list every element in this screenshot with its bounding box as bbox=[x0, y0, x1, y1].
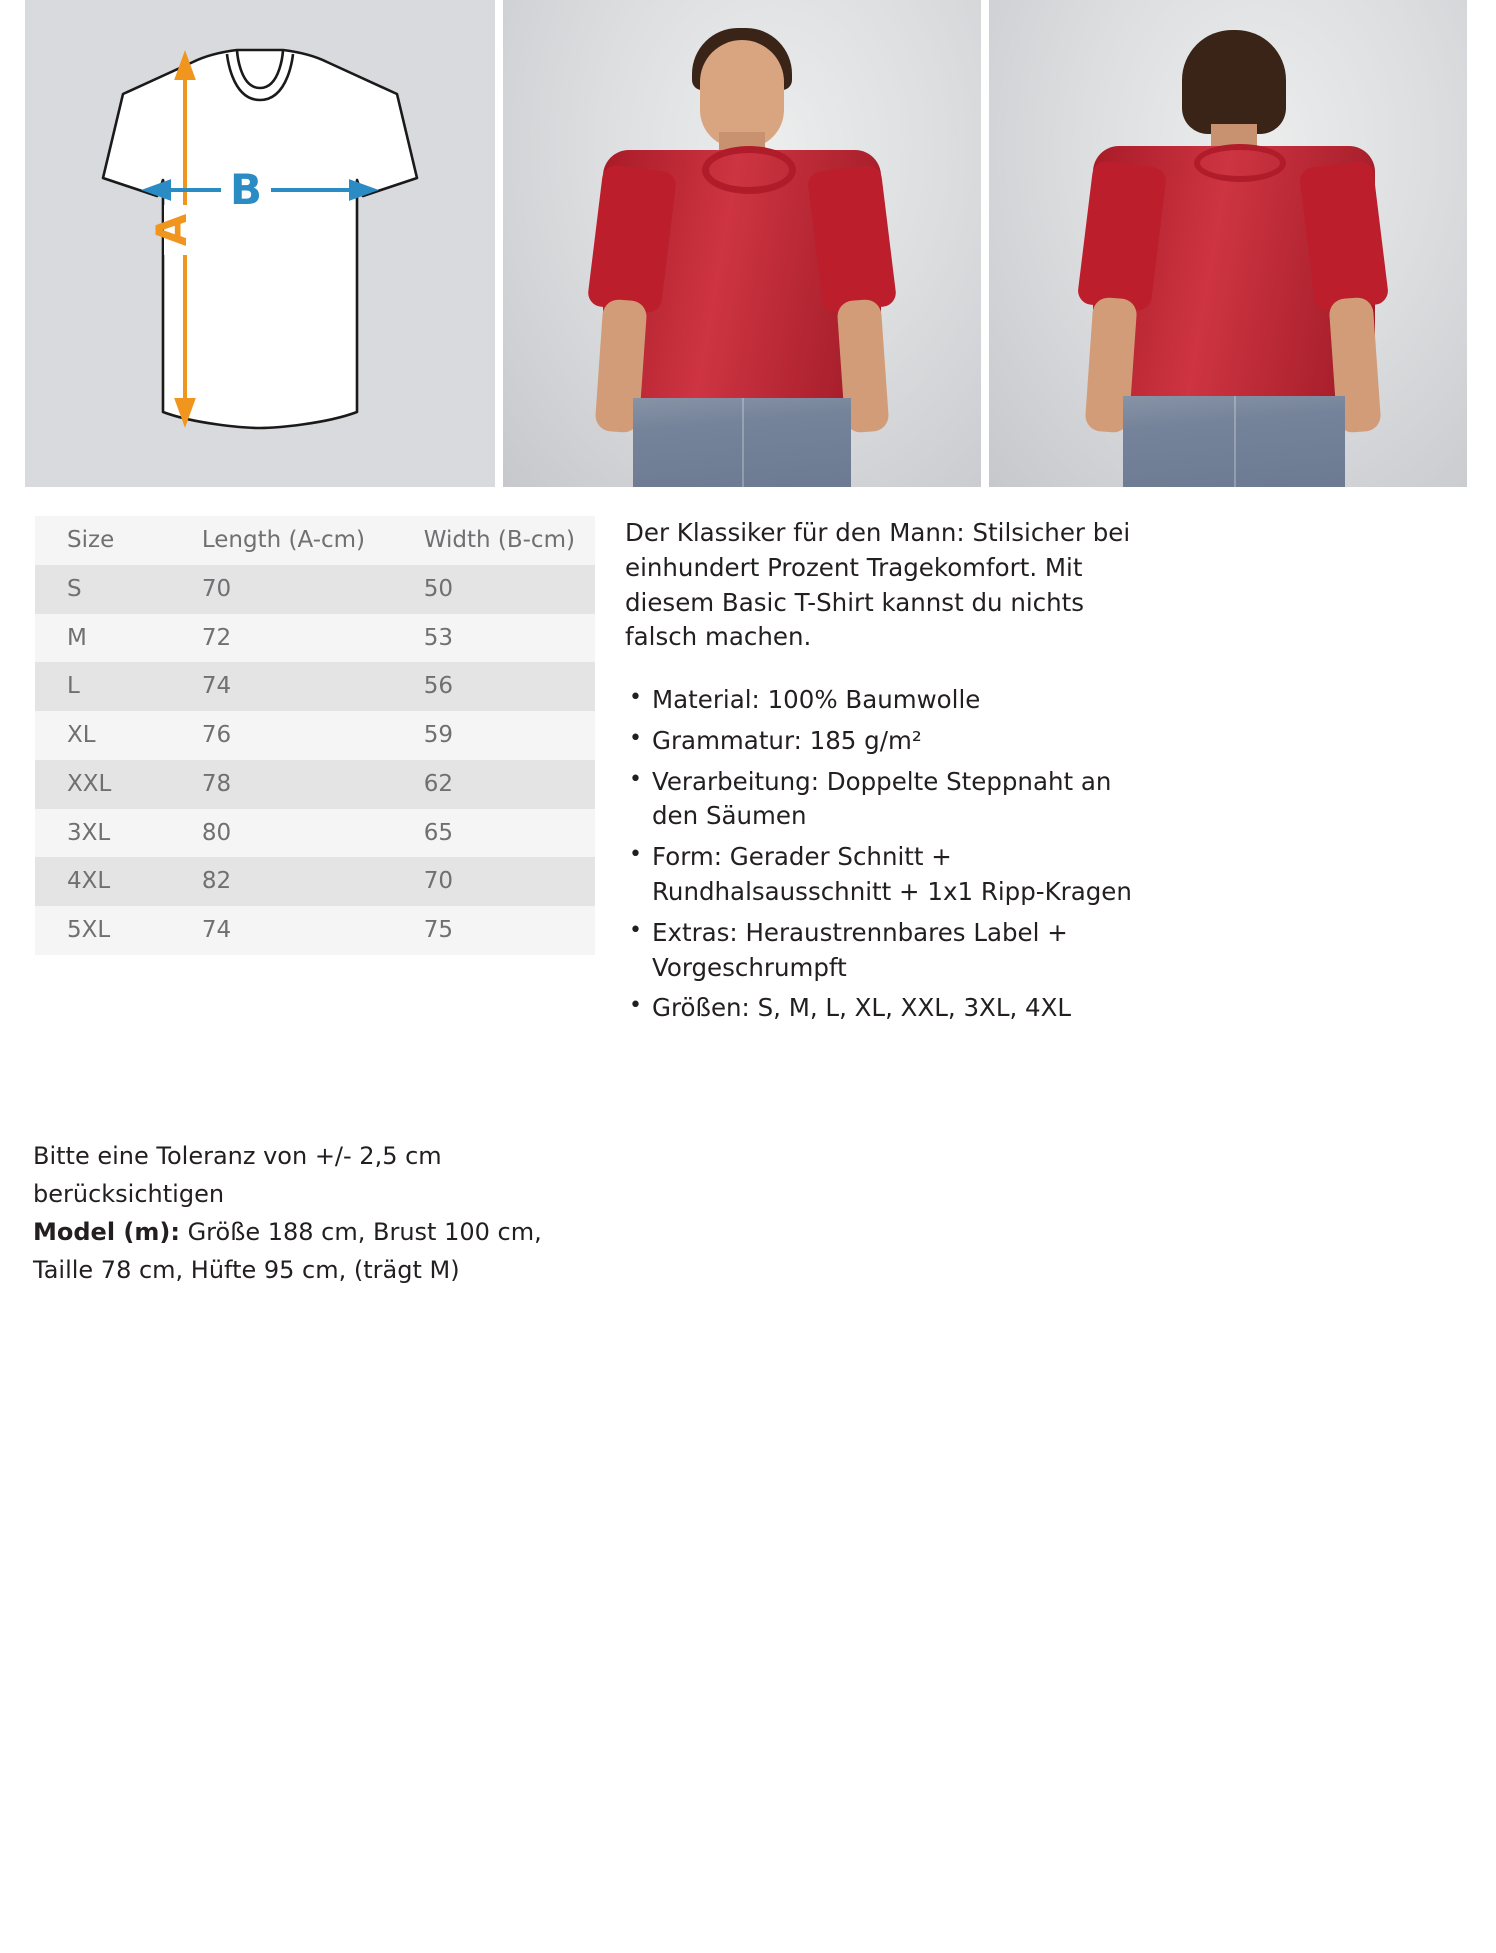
model-label: Model (m): bbox=[33, 1217, 180, 1246]
size-chart-body: S 70 50 M 72 53 L 74 56 XL 76 59 XXL 78 … bbox=[35, 564, 595, 955]
cell-length: 82 bbox=[169, 857, 392, 906]
size-diagram-panel: B A bbox=[25, 0, 495, 487]
list-item: Größen: S, M, L, XL, XXL, 3XL, 4XL bbox=[625, 990, 1150, 1026]
cell-width: 75 bbox=[391, 906, 595, 955]
size-chart-header: Size Length (A-cm) Width (B-cm) bbox=[35, 516, 595, 565]
model-jeans-seam-front bbox=[742, 398, 744, 487]
model-photo-front bbox=[503, 0, 981, 487]
cell-size: L bbox=[35, 662, 170, 711]
table-row: 4XL 82 70 bbox=[35, 857, 595, 906]
list-item: Form: Gerader Schnitt + Rundhalsausschni… bbox=[625, 839, 1150, 910]
cell-length: 74 bbox=[169, 662, 392, 711]
label-b: B bbox=[230, 165, 262, 214]
model-head-front bbox=[700, 40, 784, 148]
list-item: Grammatur: 185 g/m² bbox=[625, 723, 1150, 759]
table-row: S 70 50 bbox=[35, 564, 595, 614]
cell-size: XXL bbox=[35, 759, 170, 809]
table-row: XXL 78 62 bbox=[35, 759, 595, 809]
cell-width: 59 bbox=[391, 711, 595, 760]
cell-size: 4XL bbox=[35, 857, 170, 906]
model-photo-back bbox=[989, 0, 1467, 487]
cell-length: 70 bbox=[169, 564, 392, 614]
cell-length: 78 bbox=[169, 759, 392, 809]
cell-size: S bbox=[35, 564, 170, 614]
list-item: Material: 100% Baumwolle bbox=[625, 682, 1150, 718]
cell-width: 56 bbox=[391, 662, 595, 711]
model-hair-back bbox=[1182, 30, 1286, 134]
cell-width: 50 bbox=[391, 564, 595, 614]
table-row: XL 76 59 bbox=[35, 711, 595, 760]
table-header-row: Size Length (A-cm) Width (B-cm) bbox=[35, 516, 595, 565]
cell-width: 70 bbox=[391, 857, 595, 906]
cell-length: 76 bbox=[169, 711, 392, 760]
model-collar-front bbox=[702, 146, 796, 194]
table-row: 5XL 74 75 bbox=[35, 906, 595, 955]
list-item: Verarbeitung: Doppelte Steppnaht an den … bbox=[625, 764, 1150, 835]
cell-size: 5XL bbox=[35, 906, 170, 955]
cell-size: 3XL bbox=[35, 808, 170, 858]
column-header-length: Length (A-cm) bbox=[169, 516, 392, 565]
table-row: 3XL 80 65 bbox=[35, 808, 595, 858]
size-table-note: Bitte eine Toleranz von +/- 2,5 cm berüc… bbox=[33, 1138, 603, 1290]
size-chart-table: Size Length (A-cm) Width (B-cm) S 70 50 … bbox=[35, 516, 595, 955]
model-jeans-front bbox=[633, 398, 851, 487]
tshirt-diagram-svg: B A bbox=[101, 48, 419, 430]
cell-length: 74 bbox=[169, 906, 392, 955]
column-header-size: Size bbox=[35, 516, 170, 565]
tolerance-text: Bitte eine Toleranz von +/- 2,5 cm berüc… bbox=[33, 1142, 442, 1208]
label-a: A bbox=[147, 213, 196, 246]
product-description: Der Klassiker für den Mann: Stilsicher b… bbox=[625, 516, 1150, 1032]
cell-size: M bbox=[35, 613, 170, 663]
model-jeans-seam-back bbox=[1234, 396, 1236, 487]
model-jeans-back bbox=[1123, 396, 1345, 487]
description-intro: Der Klassiker für den Mann: Stilsicher b… bbox=[625, 518, 1131, 652]
cell-size: XL bbox=[35, 711, 170, 760]
product-feature-list: Material: 100% Baumwolle Grammatur: 185 … bbox=[625, 682, 1150, 1026]
cell-width: 62 bbox=[391, 759, 595, 809]
column-header-width: Width (B-cm) bbox=[391, 516, 595, 565]
cell-width: 65 bbox=[391, 808, 595, 858]
model-measurements: Größe 188 cm, Brust 100 cm, Taille 78 cm… bbox=[33, 1217, 542, 1284]
cell-length: 80 bbox=[169, 808, 392, 858]
table-row: L 74 56 bbox=[35, 662, 595, 711]
table-row: M 72 53 bbox=[35, 613, 595, 663]
model-collar-back bbox=[1194, 144, 1286, 182]
product-image-strip: B A bbox=[25, 0, 1475, 487]
list-item: Extras: Heraustrennbares Label + Vorgesc… bbox=[625, 915, 1150, 986]
cell-length: 72 bbox=[169, 613, 392, 663]
cell-width: 53 bbox=[391, 613, 595, 663]
